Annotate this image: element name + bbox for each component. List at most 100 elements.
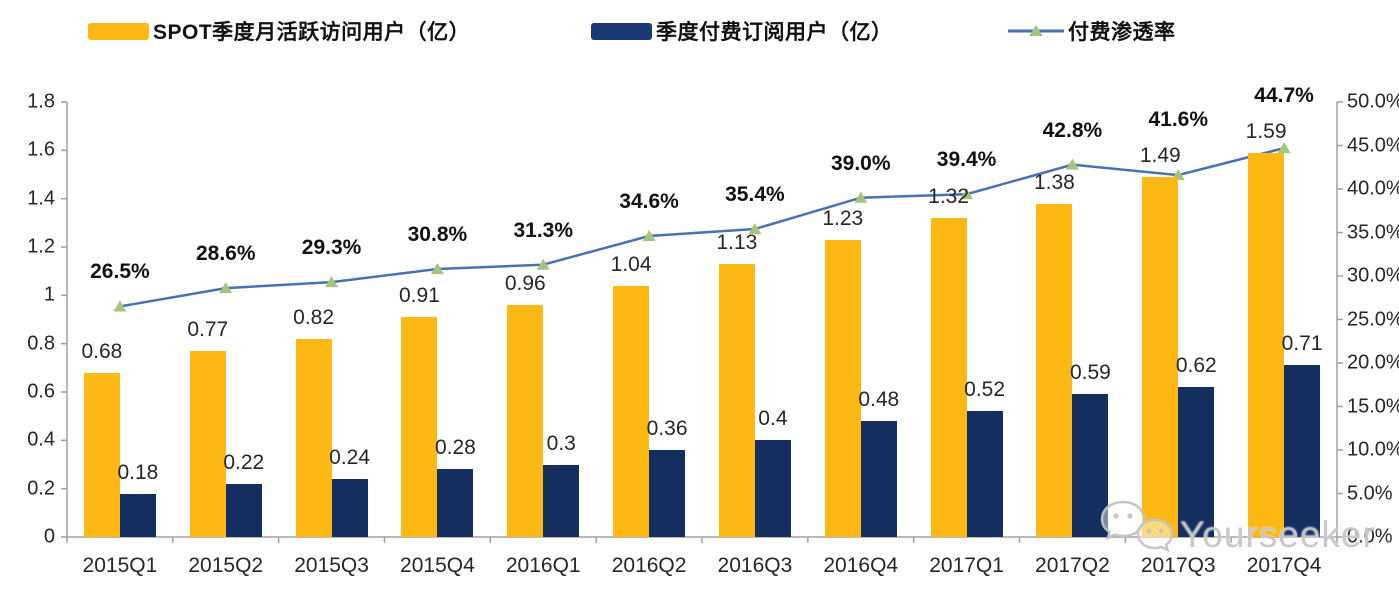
left-axis-tick-label: 1 bbox=[43, 283, 55, 306]
mau-bar bbox=[824, 239, 861, 537]
right-axis-tick-label: 45.0% bbox=[1347, 134, 1399, 156]
legend-label-paid: 季度付费订阅用户（亿） bbox=[656, 21, 893, 44]
penetration-marker bbox=[325, 276, 339, 288]
legend-item-penetration: 付费渗透率 bbox=[1008, 18, 1176, 44]
paid-bar bbox=[119, 493, 156, 537]
paid-value-label: 0.22 bbox=[223, 450, 265, 474]
mau-value-label: 0.82 bbox=[293, 305, 335, 329]
left-axis-tick-label: 1.4 bbox=[27, 187, 55, 210]
penetration-value-label: 30.8% bbox=[407, 223, 468, 247]
left-axis-tick-label: 1.8 bbox=[27, 90, 55, 113]
x-axis-label: 2015Q1 bbox=[82, 554, 158, 577]
mau-value-label: 1.23 bbox=[822, 206, 864, 230]
penetration-marker bbox=[1277, 142, 1291, 154]
mau-bar bbox=[718, 263, 755, 537]
paid-bar bbox=[225, 483, 262, 537]
right-axis-tick-label: 10.0% bbox=[1347, 438, 1399, 461]
legend-label-mau: SPOT季度月活跃访问用户（亿） bbox=[153, 21, 471, 44]
mau-value-label: 0.68 bbox=[81, 339, 123, 363]
x-axis-label: 2017Q2 bbox=[1035, 554, 1110, 577]
x-axis-label: 2016Q2 bbox=[611, 554, 687, 577]
paid-bar bbox=[860, 421, 897, 537]
paid-bar bbox=[437, 469, 474, 537]
x-axis-label: 2015Q2 bbox=[188, 554, 264, 577]
legend-label-penetration: 付费渗透率 bbox=[1068, 21, 1176, 44]
x-axis-label: 2017Q1 bbox=[929, 554, 1004, 577]
paid-bar bbox=[754, 440, 791, 537]
penetration-value-label: 28.6% bbox=[195, 242, 256, 266]
right-axis-tick-label: 40.0% bbox=[1347, 177, 1399, 200]
penetration-value-label: 39.0% bbox=[830, 151, 891, 175]
legend-item-paid: 季度付费订阅用户（亿） bbox=[591, 18, 893, 44]
mau-bar bbox=[613, 285, 650, 537]
penetration-value-label: 42.8% bbox=[1042, 118, 1103, 142]
paid-bar bbox=[1284, 365, 1321, 537]
x-axis-label: 2016Q1 bbox=[505, 554, 581, 577]
mau-value-label: 1.32 bbox=[928, 185, 970, 208]
penetration-value-label: 41.6% bbox=[1148, 107, 1209, 131]
penetration-value-label: 31.3% bbox=[513, 218, 574, 242]
left-axis-tick-label: 1.6 bbox=[27, 138, 55, 161]
paid-bar bbox=[331, 479, 368, 537]
paid-bar bbox=[649, 450, 686, 537]
paid-bar bbox=[1072, 394, 1109, 537]
paid-value-label: 0.24 bbox=[329, 446, 371, 469]
mau-bar bbox=[401, 317, 438, 537]
penetration-marker bbox=[536, 258, 550, 270]
mau-value-label: 0.77 bbox=[187, 317, 229, 341]
paid-value-label: 0.28 bbox=[434, 436, 476, 460]
left-axis-tick-label: 0.8 bbox=[27, 332, 55, 355]
mau-bar bbox=[1142, 176, 1179, 537]
mau-bar bbox=[295, 338, 332, 537]
penetration-marker bbox=[642, 229, 656, 241]
left-axis-tick-label: 0 bbox=[43, 525, 55, 548]
left-axis-tick-label: 0.2 bbox=[27, 477, 55, 500]
mau-bar bbox=[507, 305, 544, 537]
penetration-value-label: 39.4% bbox=[936, 148, 997, 172]
mau-series-swatch-icon bbox=[88, 22, 149, 40]
paid-value-label: 0.18 bbox=[117, 460, 159, 484]
right-axis-tick-label: 25.0% bbox=[1347, 308, 1399, 330]
mau-bar bbox=[83, 372, 120, 537]
paid-bar bbox=[1178, 387, 1215, 537]
penetration-marker bbox=[113, 300, 127, 312]
mau-value-label: 1.04 bbox=[610, 252, 652, 276]
paid-value-label: 0.62 bbox=[1175, 354, 1217, 378]
mau-value-label: 1.13 bbox=[716, 230, 758, 254]
penetration-value-label: 29.3% bbox=[301, 236, 362, 260]
x-axis-label: 2016Q4 bbox=[823, 554, 899, 577]
paid-bar bbox=[543, 464, 580, 537]
right-axis-tick-label: 50.0% bbox=[1347, 90, 1399, 113]
penetration-marker bbox=[1065, 158, 1079, 170]
penetration-marker bbox=[960, 188, 974, 200]
penetration-value-label: 35.4% bbox=[725, 183, 785, 207]
paid-value-label: 0.52 bbox=[964, 378, 1006, 402]
paid-value-label: 0.4 bbox=[758, 407, 788, 431]
mau-value-label: 1.49 bbox=[1139, 143, 1181, 167]
penetration-value-label: 26.5% bbox=[90, 260, 150, 284]
paid-value-label: 0.48 bbox=[858, 388, 900, 411]
right-axis-tick-label: 5.0% bbox=[1347, 482, 1393, 504]
x-axis-label: 2017Q4 bbox=[1246, 554, 1322, 577]
legend-item-mau: SPOT季度月活跃访问用户（亿） bbox=[88, 18, 470, 44]
penetration-line bbox=[119, 146, 1285, 308]
mau-value-label: 1.38 bbox=[1033, 170, 1075, 194]
penetration-line-swatch-icon bbox=[1008, 25, 1064, 36]
x-axis-label: 2015Q4 bbox=[400, 554, 475, 577]
paid-value-label: 0.71 bbox=[1281, 332, 1323, 356]
mau-bar bbox=[930, 218, 967, 537]
penetration-value-label: 44.7% bbox=[1254, 83, 1314, 107]
mau-bar bbox=[1036, 203, 1073, 537]
penetration-marker bbox=[430, 263, 444, 275]
right-axis-tick-label: 20.0% bbox=[1347, 351, 1399, 374]
paid-bar bbox=[966, 411, 1003, 537]
left-axis-tick-label: 0.6 bbox=[27, 380, 55, 403]
paid-value-label: 0.3 bbox=[546, 431, 576, 455]
mau-bar bbox=[189, 350, 226, 537]
paid-series-swatch-icon bbox=[591, 22, 652, 40]
paid-value-label: 0.59 bbox=[1069, 361, 1111, 385]
x-axis-label: 2016Q3 bbox=[717, 554, 793, 577]
paid-value-label: 0.36 bbox=[646, 417, 688, 440]
